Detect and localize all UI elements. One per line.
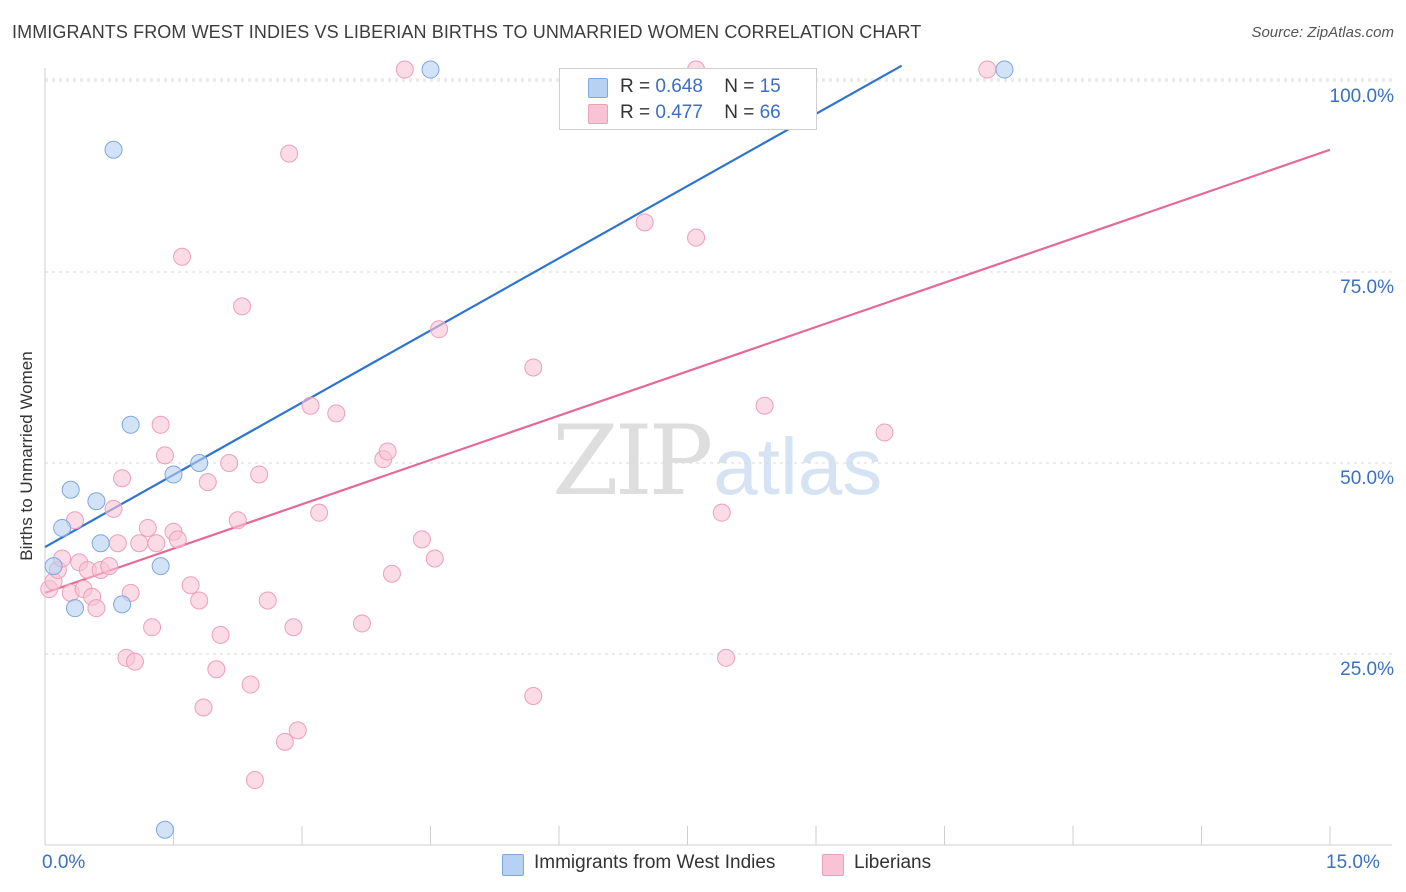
- data-point-blue-8: [121, 415, 140, 434]
- data-point-pink-40: [258, 591, 277, 610]
- data-point-pink-28: [181, 576, 200, 595]
- data-point-pink-23: [151, 415, 170, 434]
- data-point-blue-7: [113, 595, 132, 614]
- data-point-pink-32: [207, 660, 226, 679]
- data-point-blue-0: [44, 557, 63, 576]
- data-point-blue-3: [65, 599, 84, 618]
- pink-swatch: [588, 104, 608, 124]
- blue-swatch: [502, 854, 524, 876]
- data-point-pink-41: [275, 732, 294, 751]
- r-value-blue: 0.648: [655, 76, 703, 97]
- blue-swatch: [588, 78, 608, 98]
- data-point-pink-20: [138, 518, 157, 537]
- data-point-pink-51: [382, 564, 401, 583]
- data-point-blue-12: [421, 60, 440, 79]
- data-point-pink-38: [245, 771, 264, 790]
- n-value-blue: 15: [759, 76, 781, 97]
- trend-line-blue: [44, 64, 903, 548]
- data-point-pink-30: [194, 698, 213, 717]
- y-tick-label-25: 25.0%: [1340, 659, 1394, 680]
- data-point-pink-50: [378, 442, 397, 461]
- x-tick-label-0: 0.0%: [42, 852, 86, 873]
- data-point-pink-46: [310, 503, 329, 522]
- data-point-pink-34: [220, 454, 239, 472]
- data-point-pink-15: [113, 469, 132, 488]
- trend-lines: [44, 64, 1331, 594]
- data-point-blue-1: [53, 518, 72, 537]
- data-point-pink-36: [233, 297, 252, 316]
- pink-swatch: [822, 854, 844, 876]
- data-point-pink-58: [635, 213, 654, 232]
- data-point-pink-19: [130, 534, 149, 553]
- data-point-pink-63: [875, 423, 894, 442]
- series-legend: Immigrants from West Indies Liberians: [0, 852, 1406, 878]
- data-point-pink-12: [100, 557, 119, 576]
- legend-label-liberians: Liberians: [854, 852, 932, 873]
- data-point-pink-53: [412, 530, 431, 549]
- trend-line-pink: [44, 148, 1331, 594]
- data-point-pink-44: [288, 721, 307, 740]
- data-point-pink-52: [395, 60, 414, 79]
- data-point-pink-42: [280, 144, 299, 163]
- data-point-blue-9: [151, 557, 170, 576]
- data-point-pink-31: [198, 473, 217, 492]
- data-point-blue-14: [155, 820, 174, 839]
- data-point-pink-48: [352, 614, 371, 633]
- data-point-pink-26: [168, 530, 187, 549]
- r-label: R =: [620, 102, 651, 123]
- data-point-blue-2: [61, 480, 80, 499]
- data-point-pink-57: [524, 687, 543, 706]
- data-point-pink-59: [687, 228, 706, 247]
- data-points: [40, 60, 1014, 839]
- n-value-pink: 66: [759, 102, 781, 123]
- data-point-blue-4: [87, 492, 106, 511]
- data-point-pink-45: [301, 396, 320, 415]
- data-point-pink-24: [155, 446, 174, 465]
- data-point-pink-29: [190, 591, 209, 610]
- data-point-pink-47: [327, 404, 346, 423]
- y-tick-label-100: 100.0%: [1329, 86, 1394, 107]
- legend-label-west-indies: Immigrants from West Indies: [534, 852, 776, 873]
- data-point-pink-18: [125, 652, 144, 671]
- data-point-blue-5: [91, 534, 110, 553]
- data-point-pink-33: [211, 625, 230, 644]
- data-point-pink-62: [755, 396, 774, 415]
- n-label: N =: [724, 102, 755, 123]
- data-point-pink-54: [425, 549, 444, 568]
- data-point-pink-56: [524, 358, 543, 377]
- data-point-blue-13: [995, 60, 1014, 79]
- data-point-pink-13: [104, 499, 123, 518]
- y-tick-label-50: 50.0%: [1340, 468, 1394, 489]
- data-point-pink-27: [173, 247, 192, 266]
- data-point-pink-55: [430, 320, 449, 339]
- data-point-pink-37: [241, 675, 260, 694]
- data-point-pink-64: [978, 60, 997, 79]
- data-point-blue-10: [164, 465, 183, 484]
- data-point-blue-11: [190, 454, 209, 472]
- data-point-pink-14: [108, 534, 127, 553]
- y-tick-label-75: 75.0%: [1340, 277, 1394, 298]
- data-point-pink-43: [284, 618, 303, 637]
- data-point-pink-22: [147, 534, 166, 553]
- data-point-pink-61: [717, 648, 736, 667]
- data-point-pink-10: [87, 599, 106, 618]
- data-point-pink-35: [228, 511, 247, 530]
- source-credit: Source: ZipAtlas.com: [1251, 24, 1394, 41]
- r-label: R =: [620, 76, 651, 97]
- data-point-pink-39: [250, 465, 269, 484]
- axes: [44, 68, 1392, 846]
- data-point-blue-6: [104, 140, 123, 159]
- data-point-pink-21: [143, 618, 162, 637]
- r-value-pink: 0.477: [655, 102, 703, 123]
- data-point-pink-60: [712, 503, 731, 522]
- x-tick-label-15: 15.0%: [1326, 852, 1380, 873]
- chart-title: IMMIGRANTS FROM WEST INDIES VS LIBERIAN …: [12, 22, 922, 42]
- grid: [45, 78, 1392, 655]
- n-label: N =: [724, 76, 755, 97]
- stats-legend: R = 0.648 N = 15 R = 0.477 N = 66: [559, 68, 817, 130]
